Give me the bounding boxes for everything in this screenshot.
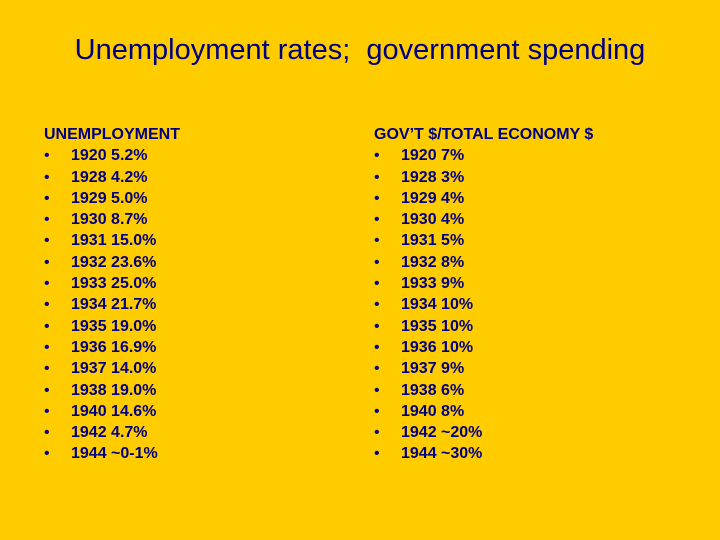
gov-spending-list: • 1920 7% • 1928 3% • 1929 4% • 1930 4% • 1931 5%… — [374, 145, 593, 464]
list-item-text: 1932 8% — [401, 253, 465, 271]
gov-spending-item: • 1931 5% — [374, 230, 593, 251]
bullet-icon: • — [374, 445, 380, 463]
bullet-icon: • — [44, 381, 50, 399]
list-item-text: 1937 9% — [401, 360, 465, 378]
list-item-text: 1932 23.6% — [71, 253, 157, 271]
gov-spending-item: • 1920 7% — [374, 145, 593, 166]
list-item-text: 1938 19.0% — [71, 381, 157, 399]
bullet-icon: • — [374, 211, 380, 229]
list-item-text: 1938 6% — [401, 381, 465, 399]
gov-spending-item: • 1938 6% — [374, 380, 593, 401]
gov-spending-item: • 1928 3% — [374, 167, 593, 188]
list-item-text: 1931 5% — [401, 232, 465, 250]
unemployment-item: • 1935 19.0% — [44, 316, 180, 337]
list-item-text: 1930 8.7% — [71, 211, 148, 229]
bullet-icon: • — [44, 275, 50, 293]
unemployment-item: • 1942 4.7% — [44, 422, 180, 443]
unemployment-item: • 1932 23.6% — [44, 252, 180, 273]
unemployment-item: • 1934 21.7% — [44, 294, 180, 315]
unemployment-column: UNEMPLOYMENT • 1920 5.2% • 1928 4.2% • 1929 5… — [44, 124, 180, 465]
unemployment-item: • 1933 25.0% — [44, 273, 180, 294]
gov-spending-item: • 1937 9% — [374, 358, 593, 379]
gov-spending-item: • 1930 4% — [374, 209, 593, 230]
bullet-icon: • — [44, 168, 50, 186]
bullet-icon: • — [44, 402, 50, 420]
list-item-text: 1934 21.7% — [71, 296, 157, 314]
list-item-text: 1920 7% — [401, 147, 465, 165]
gov-spending-item: • 1929 4% — [374, 188, 593, 209]
bullet-icon: • — [44, 147, 50, 165]
list-item-text: 1929 5.0% — [71, 189, 148, 207]
slide-title: Unemployment rates; government spending — [74, 34, 646, 66]
unemployment-item: • 1938 19.0% — [44, 380, 180, 401]
bullet-icon: • — [44, 424, 50, 442]
bullet-icon: • — [374, 317, 380, 335]
list-item-text: 1935 19.0% — [71, 317, 157, 335]
bullet-icon: • — [374, 296, 380, 314]
bullet-icon: • — [374, 275, 380, 293]
list-item-text: 1940 14.6% — [71, 402, 157, 420]
list-item-text: 1942 ~20% — [401, 424, 483, 442]
bullet-icon: • — [44, 317, 50, 335]
list-item-text: 1929 4% — [401, 189, 465, 207]
bullet-icon: • — [374, 168, 380, 186]
unemployment-header: UNEMPLOYMENT — [44, 126, 180, 143]
bullet-icon: • — [44, 211, 50, 229]
bullet-icon: • — [374, 232, 380, 250]
bullet-icon: • — [44, 253, 50, 271]
unemployment-item: • 1928 4.2% — [44, 167, 180, 188]
unemployment-item: • 1936 16.9% — [44, 337, 180, 358]
list-item-text: 1940 8% — [401, 402, 465, 420]
list-item-text: 1930 4% — [401, 211, 465, 229]
unemployment-item: • 1940 14.6% — [44, 401, 180, 422]
gov-spending-header: GOV’T $/TOTAL ECONOMY $ — [374, 126, 594, 143]
gov-spending-item: • 1936 10% — [374, 337, 593, 358]
bullet-icon: • — [44, 445, 50, 463]
unemployment-item: • 1937 14.0% — [44, 358, 180, 379]
list-item-text: 1931 15.0% — [71, 232, 157, 250]
bullet-icon: • — [44, 232, 50, 250]
bullet-icon: • — [374, 424, 380, 442]
bullet-icon: • — [374, 147, 380, 165]
list-item-text: 1937 14.0% — [71, 360, 157, 378]
bullet-icon: • — [374, 360, 380, 378]
unemployment-list: • 1920 5.2% • 1928 4.2% • 1929 5.0% • 1930 8.7%… — [44, 145, 180, 464]
unemployment-item: • 1944 ~0-1% — [44, 443, 180, 464]
list-item-text: 1935 10% — [401, 317, 474, 335]
gov-spending-item: • 1933 9% — [374, 273, 593, 294]
bullet-icon: • — [374, 402, 380, 420]
bullet-icon: • — [44, 296, 50, 314]
list-item-text: 1928 3% — [401, 168, 465, 186]
list-item-text: 1936 16.9% — [71, 338, 157, 356]
bullet-icon: • — [44, 338, 50, 356]
list-item-text: 1944 ~30% — [401, 445, 483, 463]
bullet-icon: • — [44, 360, 50, 378]
gov-spending-item: • 1944 ~30% — [374, 443, 593, 464]
bullet-icon: • — [374, 338, 380, 356]
unemployment-item: • 1929 5.0% — [44, 188, 180, 209]
unemployment-item: • 1931 15.0% — [44, 230, 180, 251]
list-item-text: 1920 5.2% — [71, 147, 148, 165]
gov-spending-item: • 1932 8% — [374, 252, 593, 273]
gov-spending-item: • 1935 10% — [374, 316, 593, 337]
list-item-text: 1934 10% — [401, 296, 474, 314]
list-item-text: 1928 4.2% — [71, 168, 148, 186]
gov-spending-item: • 1934 10% — [374, 294, 593, 315]
list-item-text: 1944 ~0-1% — [71, 445, 158, 463]
unemployment-item: • 1930 8.7% — [44, 209, 180, 230]
list-item-text: 1933 9% — [401, 275, 465, 293]
bullet-icon: • — [374, 381, 380, 399]
bullet-icon: • — [44, 189, 50, 207]
bullet-icon: • — [374, 253, 380, 271]
gov-spending-item: • 1940 8% — [374, 401, 593, 422]
unemployment-item: • 1920 5.2% — [44, 145, 180, 166]
bullet-icon: • — [374, 189, 380, 207]
gov-spending-item: • 1942 ~20% — [374, 422, 593, 443]
list-item-text: 1933 25.0% — [71, 275, 157, 293]
list-item-text: 1942 4.7% — [71, 424, 148, 442]
list-item-text: 1936 10% — [401, 338, 474, 356]
gov-spending-column: GOV’T $/TOTAL ECONOMY $ • 1920 7% • 1928 3%… — [374, 124, 593, 465]
